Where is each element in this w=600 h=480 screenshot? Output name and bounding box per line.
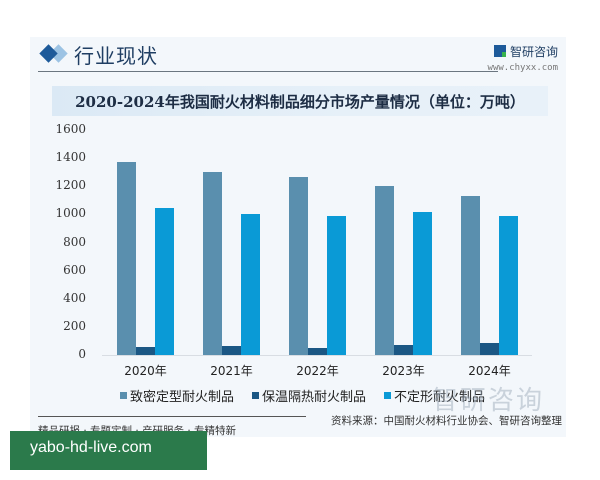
bar bbox=[308, 347, 327, 355]
legend-item: 保温隔热耐火制品 bbox=[252, 386, 366, 405]
bar bbox=[394, 345, 413, 355]
bar bbox=[327, 216, 346, 355]
y-tick-label: 600 bbox=[63, 262, 86, 277]
x-tick-label: 2020年 bbox=[124, 364, 167, 378]
bar bbox=[480, 343, 499, 355]
footer-divider bbox=[38, 416, 306, 417]
brand-logo-icon bbox=[493, 45, 506, 57]
y-tick-label: 1600 bbox=[55, 122, 86, 136]
x-tick-label: 2021年 bbox=[210, 364, 253, 378]
bar bbox=[155, 208, 174, 355]
bar bbox=[289, 177, 308, 355]
y-tick-label: 800 bbox=[63, 234, 86, 249]
legend-item: 不定形耐火制品 bbox=[384, 386, 485, 405]
section-title: 行业现状 bbox=[74, 44, 158, 68]
y-tick-label: 400 bbox=[63, 290, 86, 305]
brand-name: 智研咨询 bbox=[509, 45, 558, 59]
chart-title: 2020-2024年我国耐火材料制品细分市场产量情况（单位：万吨） bbox=[75, 93, 525, 111]
legend-swatch-icon bbox=[120, 392, 127, 399]
y-tick-label: 0 bbox=[78, 347, 86, 361]
y-tick-label: 1200 bbox=[55, 178, 86, 193]
watermark-banner bbox=[10, 431, 207, 470]
x-axis-line bbox=[102, 355, 532, 356]
legend-label: 不定形耐火制品 bbox=[394, 390, 486, 405]
bar bbox=[499, 215, 518, 355]
bar bbox=[222, 346, 241, 355]
chart-legend: 致密定型耐火制品 保温隔热耐火制品 不定形耐火制品 bbox=[120, 386, 485, 405]
y-tick-label: 1400 bbox=[55, 150, 86, 165]
bar bbox=[203, 172, 222, 355]
source-note: 资料来源：中国耐火材料行业协会、智研咨询整理 bbox=[331, 415, 562, 427]
y-tick-label: 1000 bbox=[55, 206, 86, 221]
x-tick-label: 2024年 bbox=[468, 364, 511, 378]
watermark: 智研咨询 bbox=[432, 386, 545, 416]
bar bbox=[461, 196, 480, 355]
bar bbox=[375, 185, 394, 355]
x-tick-label: 2023年 bbox=[382, 364, 425, 378]
header-divider bbox=[38, 71, 498, 72]
legend-label: 致密定型耐火制品 bbox=[130, 390, 235, 405]
watermark-banner-text: yabo-hd-live.com bbox=[30, 439, 152, 456]
brand-url: www.chyxx.com bbox=[487, 63, 558, 73]
legend-swatch-icon bbox=[384, 392, 392, 399]
section-header: 行业现状 智研咨询 www.chyxx.com bbox=[30, 37, 566, 73]
chart-title-band: 2020-2024年我国耐火材料制品细分市场产量情况（单位：万吨） bbox=[52, 86, 548, 116]
y-tick-label: 200 bbox=[63, 318, 86, 333]
brand-block: 智研咨询 www.chyxx.com bbox=[488, 43, 558, 73]
legend-label: 保温隔热耐火制品 bbox=[262, 390, 367, 405]
x-tick-label: 2022年 bbox=[296, 364, 339, 378]
bar bbox=[117, 162, 136, 355]
bar bbox=[136, 346, 155, 355]
legend-item: 致密定型耐火制品 bbox=[120, 386, 234, 405]
bar bbox=[241, 214, 260, 355]
bar bbox=[413, 212, 432, 355]
legend-swatch-icon bbox=[252, 392, 260, 399]
